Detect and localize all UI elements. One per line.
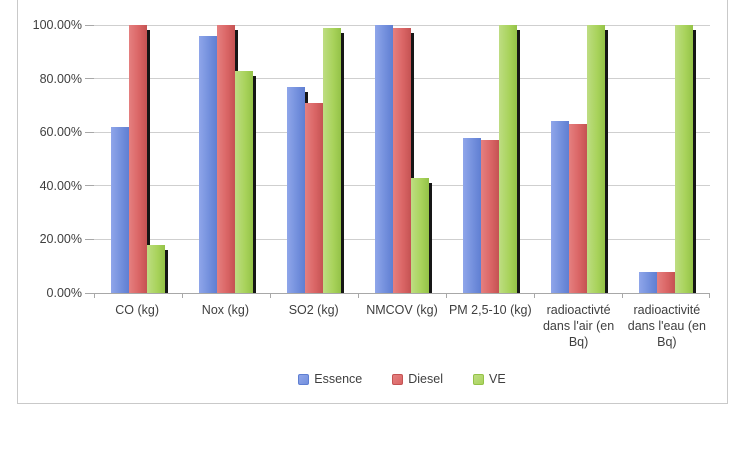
legend-label: VE xyxy=(489,372,506,386)
gridline xyxy=(94,292,710,294)
y-axis-label: 40.00% xyxy=(39,178,82,193)
bar-group xyxy=(534,25,622,293)
bar-diesel xyxy=(217,25,238,293)
bar-shadow xyxy=(147,30,150,293)
bar-essence xyxy=(287,86,308,293)
bar-ve xyxy=(323,27,344,293)
x-axis-label: Nox (kg) xyxy=(201,303,250,317)
legend-label: Essence xyxy=(314,372,363,386)
y-axis-label: 20.00% xyxy=(39,232,82,247)
bar-ve xyxy=(147,244,168,293)
bar-shadow xyxy=(429,182,432,293)
bar-essence xyxy=(551,121,572,293)
x-axis-tick xyxy=(446,293,447,298)
emissions-bar-chart: 0.00% 20.00% 40.00% 60.00% 80.00% 100.00% CO … xyxy=(17,0,728,404)
bar-ve xyxy=(235,70,256,293)
bar-diesel xyxy=(129,25,150,293)
y-axis-label: 0.00% xyxy=(46,286,82,300)
x-axis-label: radioactivté dans l'air (en Bq) xyxy=(542,303,615,349)
bar-ve xyxy=(499,25,520,293)
y-axis-tick xyxy=(85,292,94,294)
x-axis-label: SO2 (kg) xyxy=(288,303,339,317)
bar-diesel xyxy=(657,271,678,293)
bar-group xyxy=(358,25,446,293)
x-axis-label: radioactivité dans l'eau (en Bq) xyxy=(627,303,706,349)
x-axis-label: PM 2,5-10 (kg) xyxy=(448,303,532,317)
bar-groups xyxy=(94,25,710,293)
x-axis-tick xyxy=(270,293,271,298)
x-axis-tick xyxy=(709,293,710,298)
y-axis-tick xyxy=(85,24,94,26)
bar-group xyxy=(270,25,358,293)
bar-essence xyxy=(199,35,220,293)
x-axis: CO (kg) Nox (kg) SO2 (kg) NMCOV (kg) PM 2,5-… xyxy=(94,302,710,350)
bar-essence xyxy=(639,271,660,293)
bar-ve xyxy=(675,25,696,293)
y-axis-tick xyxy=(85,78,94,80)
legend-swatch-essence xyxy=(298,373,310,385)
legend: Essence Diesel VE xyxy=(94,372,710,386)
bar-essence xyxy=(375,25,396,293)
legend-item-diesel: Diesel xyxy=(392,372,443,386)
y-axis-tick xyxy=(85,185,94,187)
x-axis-tick xyxy=(94,293,95,298)
bar-shadow xyxy=(165,249,168,293)
x-axis-label: CO (kg) xyxy=(115,303,160,317)
gridline xyxy=(94,24,710,26)
y-axis-tick xyxy=(85,238,94,240)
legend-item-ve: VE xyxy=(473,372,506,386)
bar-shadow xyxy=(253,75,256,293)
bar-diesel xyxy=(481,140,502,293)
bar-shadow xyxy=(411,32,414,293)
bar-shadow xyxy=(341,32,344,293)
bar-diesel xyxy=(305,102,326,293)
bar-group xyxy=(446,25,534,293)
plot-area xyxy=(85,24,710,298)
legend-swatch-diesel xyxy=(392,373,404,385)
bar-diesel xyxy=(393,27,414,293)
x-axis-tick xyxy=(622,293,623,298)
bar-shadow xyxy=(517,30,520,293)
legend-label: Diesel xyxy=(408,372,443,386)
figure-caption: Figure 5-5 Comparaison des émissions de … xyxy=(25,428,741,471)
legend-item-essence: Essence xyxy=(298,372,362,386)
bar-shadow xyxy=(693,30,696,293)
bar-essence xyxy=(111,126,132,293)
bar-ve xyxy=(587,25,608,293)
bar-group xyxy=(622,25,710,293)
bar-group xyxy=(182,25,270,293)
bar-group xyxy=(94,25,182,293)
bar-diesel xyxy=(569,124,590,293)
x-axis-tick xyxy=(182,293,183,298)
bar-shadow xyxy=(605,30,608,293)
bar-ve xyxy=(411,177,432,293)
y-axis-tick xyxy=(85,131,94,133)
x-axis-label: NMCOV (kg) xyxy=(366,303,438,317)
y-axis-label: 100.00% xyxy=(32,18,82,32)
y-axis-label: 80.00% xyxy=(39,71,82,86)
y-axis-label: 60.00% xyxy=(39,125,82,140)
x-axis-tick xyxy=(534,293,535,298)
legend-swatch-ve xyxy=(473,373,484,385)
y-axis: 0.00% 20.00% 40.00% 60.00% 80.00% 100.00% xyxy=(20,18,84,300)
bar-essence xyxy=(463,137,484,293)
x-axis-tick xyxy=(358,293,359,298)
